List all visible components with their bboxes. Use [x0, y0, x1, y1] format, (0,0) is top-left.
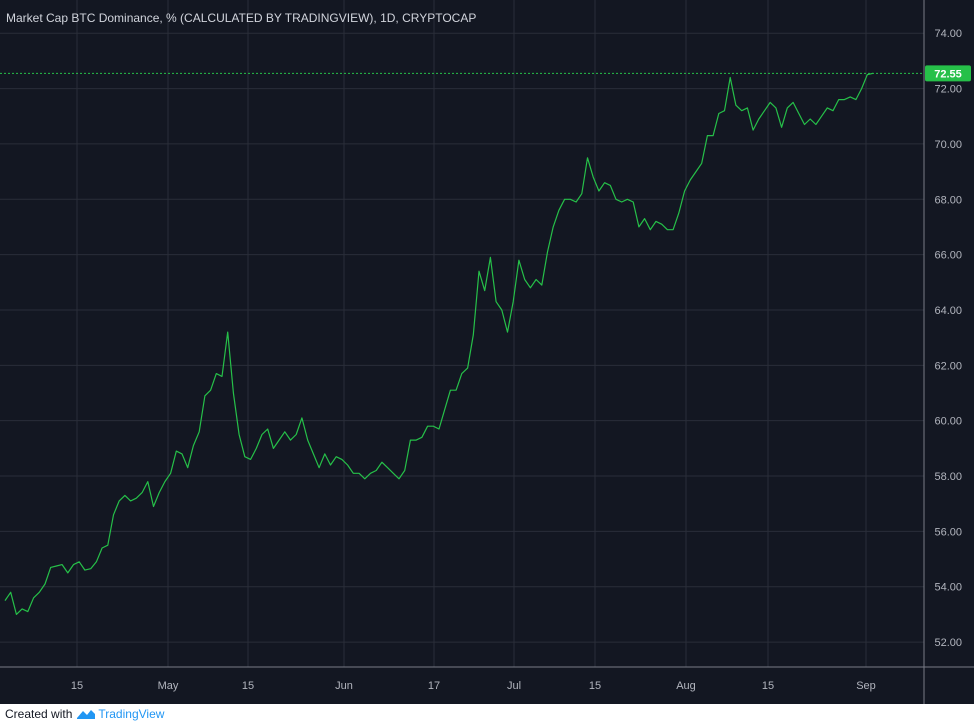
series-line[interactable]	[4, 72, 874, 615]
y-tick-label: 62.00	[934, 360, 962, 372]
y-tick-label: 66.00	[934, 250, 962, 262]
x-tick-label: 15	[589, 680, 601, 692]
y-tick-label: 74.00	[934, 28, 962, 40]
chart-background	[0, 0, 974, 704]
x-tick-label: Jul	[507, 680, 521, 692]
y-axis-ticks: 52.00 54.00 56.00 58.00 60.00 62.00 64.00 66.00…	[934, 28, 962, 649]
x-tick-label: 15	[71, 680, 83, 692]
y-tick-label: 60.00	[934, 416, 962, 428]
last-value-text: 72.55	[934, 68, 962, 80]
chart-title: Market Cap BTC Dominance, % (CALCULATED …	[6, 11, 476, 25]
footer-prefix: Created with	[5, 707, 73, 721]
grid-lines	[0, 0, 924, 667]
x-axis-ticks: 15 May 15 Jun 17 Jul 15 Aug 15 Sep	[71, 680, 876, 692]
y-tick-label: 52.00	[934, 637, 962, 649]
btc-dominance-chart: 52.00 54.00 56.00 58.00 60.00 62.00 64.00 66.00…	[0, 0, 974, 704]
y-tick-label: 68.00	[934, 194, 962, 206]
x-tick-label: 15	[762, 680, 774, 692]
y-tick-label: 56.00	[934, 526, 962, 538]
last-value-badge	[925, 65, 971, 82]
x-tick-label: Aug	[676, 680, 696, 692]
y-tick-label: 58.00	[934, 471, 962, 483]
footer-brand[interactable]: TradingView	[98, 707, 165, 721]
footer-credit[interactable]: Created with TradingView	[5, 704, 164, 724]
y-tick-label: 70.00	[934, 139, 962, 151]
x-tick-label: Sep	[856, 680, 876, 692]
y-tick-label: 64.00	[934, 305, 962, 317]
last-value-label: 72.55	[925, 65, 971, 82]
x-tick-label: May	[158, 680, 179, 692]
y-tick-label: 72.00	[934, 84, 962, 96]
x-tick-label: Jun	[335, 680, 353, 692]
tradingview-logo-icon	[77, 710, 96, 719]
y-tick-label: 54.00	[934, 582, 962, 594]
x-tick-label: 17	[428, 680, 440, 692]
x-tick-label: 15	[242, 680, 254, 692]
